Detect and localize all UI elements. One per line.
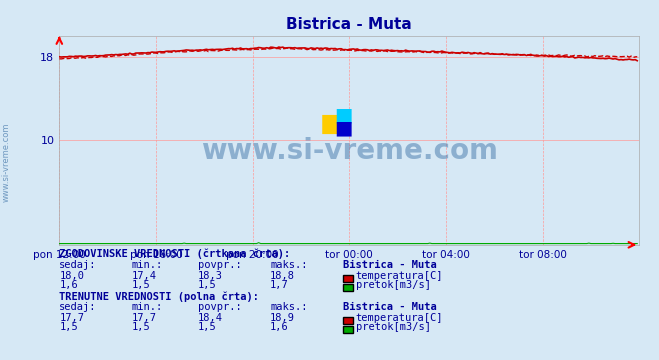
Text: 17,7: 17,7	[132, 313, 157, 323]
Text: TRENUTNE VREDNOSTI (polna črta):: TRENUTNE VREDNOSTI (polna črta):	[59, 291, 259, 302]
Text: 17,4: 17,4	[132, 271, 157, 281]
Text: maks.:: maks.:	[270, 302, 308, 312]
Text: 18,8: 18,8	[270, 271, 295, 281]
Text: sedaj:: sedaj:	[59, 260, 97, 270]
Text: www.si-vreme.com: www.si-vreme.com	[2, 122, 11, 202]
Text: pretok[m3/s]: pretok[m3/s]	[356, 280, 431, 290]
Text: temperatura[C]: temperatura[C]	[356, 313, 444, 323]
Text: 18,3: 18,3	[198, 271, 223, 281]
Text: 18,0: 18,0	[59, 271, 84, 281]
Text: 1,5: 1,5	[59, 322, 78, 332]
Text: 1,5: 1,5	[132, 280, 150, 290]
Text: temperatura[C]: temperatura[C]	[356, 271, 444, 281]
Text: www.si-vreme.com: www.si-vreme.com	[201, 137, 498, 165]
Text: min.:: min.:	[132, 302, 163, 312]
Text: maks.:: maks.:	[270, 260, 308, 270]
Text: ■: ■	[334, 118, 353, 138]
Text: Bistrica - Muta: Bistrica - Muta	[343, 302, 436, 312]
Text: Bistrica - Muta: Bistrica - Muta	[343, 260, 436, 270]
Text: 1,6: 1,6	[270, 322, 289, 332]
Text: sedaj:: sedaj:	[59, 302, 97, 312]
Text: povpr.:: povpr.:	[198, 260, 241, 270]
Text: pretok[m3/s]: pretok[m3/s]	[356, 322, 431, 332]
Text: ■: ■	[334, 106, 353, 125]
Text: ■: ■	[320, 112, 344, 136]
Text: 1,7: 1,7	[270, 280, 289, 290]
Text: 1,5: 1,5	[198, 322, 216, 332]
Text: min.:: min.:	[132, 260, 163, 270]
Text: povpr.:: povpr.:	[198, 302, 241, 312]
Text: ZGODOVINSKE VREDNOSTI (črtkana črta):: ZGODOVINSKE VREDNOSTI (črtkana črta):	[59, 249, 291, 260]
Text: 1,5: 1,5	[198, 280, 216, 290]
Title: Bistrica - Muta: Bistrica - Muta	[287, 17, 412, 32]
Text: 18,9: 18,9	[270, 313, 295, 323]
Text: 18,4: 18,4	[198, 313, 223, 323]
Text: 17,7: 17,7	[59, 313, 84, 323]
Text: 1,6: 1,6	[59, 280, 78, 290]
Text: 1,5: 1,5	[132, 322, 150, 332]
